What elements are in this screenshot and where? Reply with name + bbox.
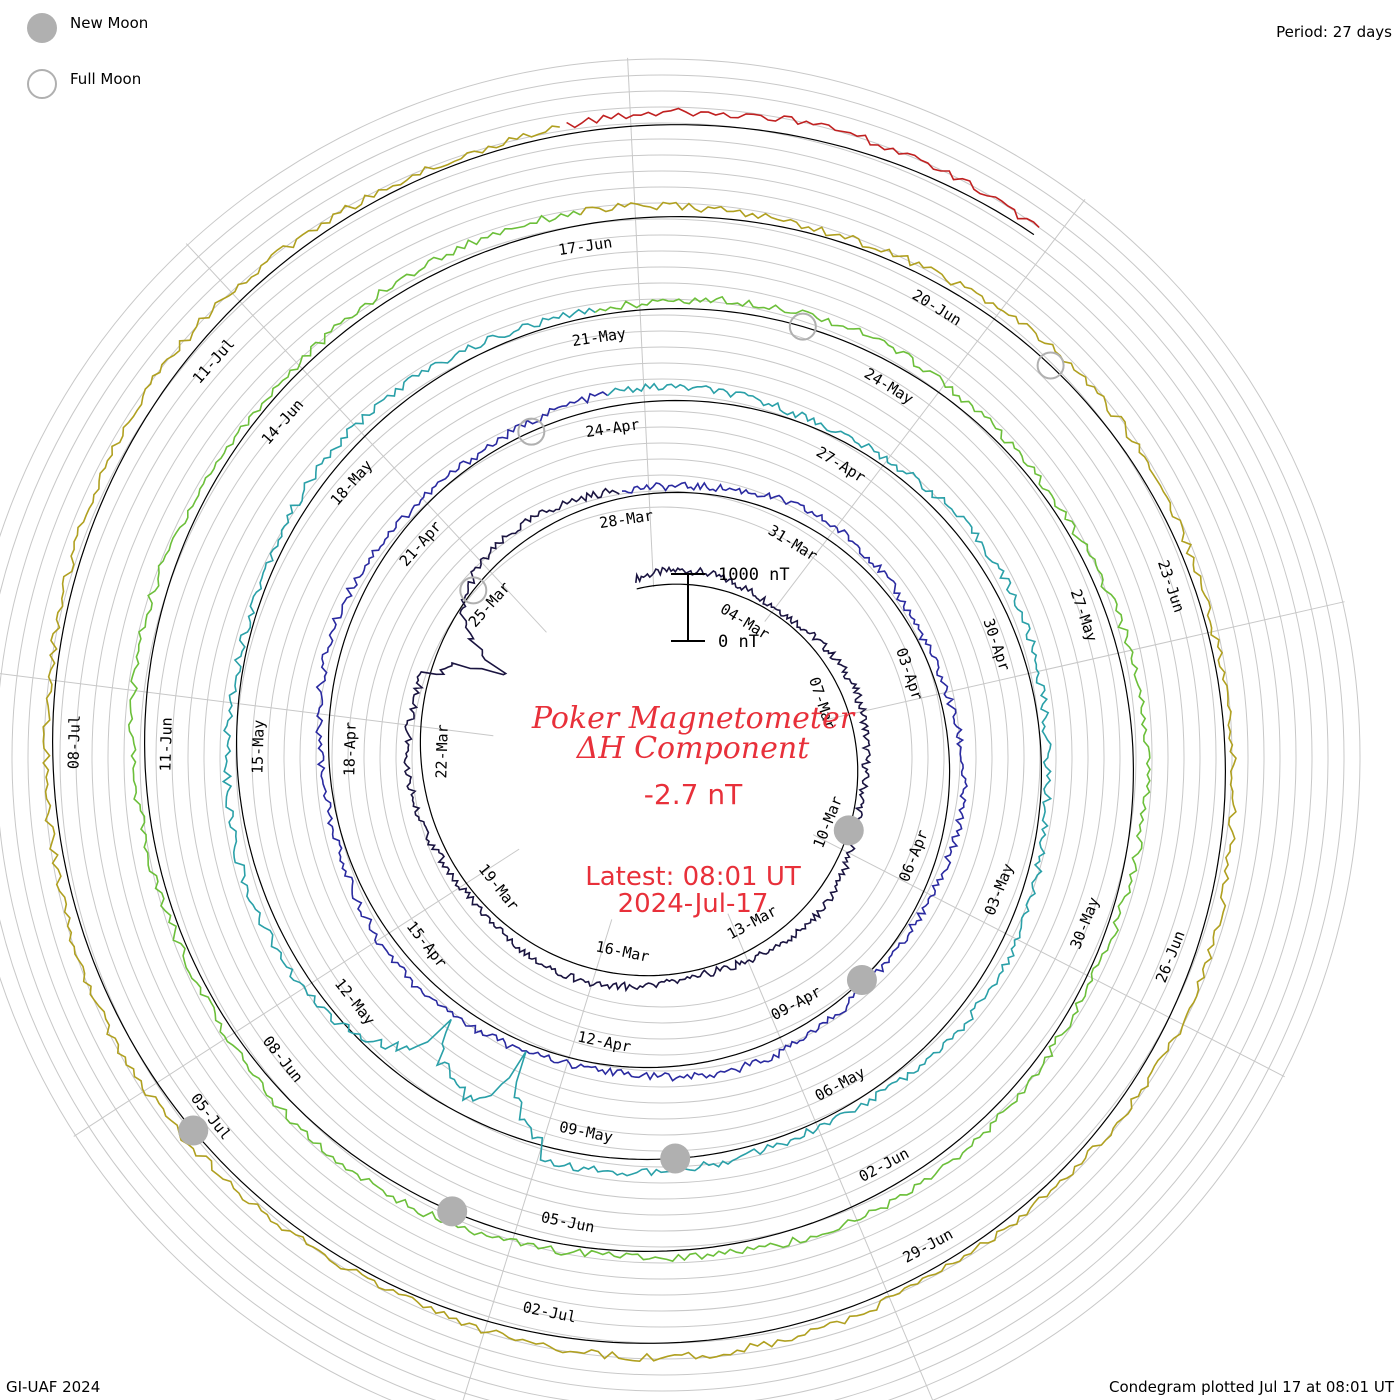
grid-ring: [379, 474, 945, 1040]
chart-title-line2: ΔH Component: [576, 731, 810, 766]
trace-rotation-5: [42, 125, 1237, 1363]
grid-ring: [91, 186, 1233, 1328]
date-label: 11-Jun: [156, 717, 175, 772]
date-label: 28-Mar: [598, 506, 654, 532]
grid-rings: [0, 58, 1361, 1400]
date-label: 08-Jun: [259, 1032, 307, 1086]
trace-rotation-6: [566, 107, 1040, 228]
grid-ring: [155, 250, 1169, 1264]
data-traces: [42, 107, 1237, 1363]
date-label: 15-May: [248, 719, 267, 774]
grid-spoke: [812, 834, 1285, 1078]
date-label: 02-Jul: [521, 1298, 578, 1326]
date-label: 12-Apr: [576, 1028, 633, 1056]
moon-markers: [178, 312, 1065, 1227]
new-moon-label: New Moon: [70, 14, 149, 32]
date-label: 14-Jun: [258, 396, 307, 449]
new-moon-icon: [27, 13, 57, 43]
latest-time: Latest: 08:01 UT: [585, 862, 801, 892]
date-label: 22-Mar: [432, 724, 451, 779]
grid-ring: [11, 106, 1313, 1400]
grid-ring: [411, 506, 913, 1008]
grid-ring: [267, 362, 1057, 1152]
new-moon-marker: [846, 964, 877, 995]
grid-ring: [315, 410, 1009, 1104]
full-moon-label: Full Moon: [70, 70, 142, 88]
grid-ring: [0, 58, 1361, 1400]
footer-right: Condegram plotted Jul 17 at 08:01 UT: [1108, 1378, 1394, 1396]
full-moon-marker: [1036, 351, 1065, 380]
grid-ring: [123, 218, 1201, 1296]
grid-ring: [395, 490, 929, 1024]
trace-rotation-1: [403, 487, 872, 993]
latest-value: -2.7 nT: [644, 778, 743, 811]
grid-spoke: [185, 243, 547, 633]
grid-ring: [251, 346, 1073, 1168]
date-label: 03-May: [981, 861, 1018, 918]
grid-ring: [283, 378, 1041, 1136]
full-moon-marker: [788, 312, 817, 341]
chart-title-line1: Poker Magnetometer: [531, 701, 856, 736]
scale-bar: [671, 573, 705, 642]
grid-spoke: [727, 913, 934, 1400]
date-label: 12-May: [331, 975, 379, 1029]
grid-spoke: [462, 919, 613, 1400]
trace-rotation-4: [127, 210, 1151, 1263]
date-label: 05-Jun: [539, 1208, 596, 1236]
date-label: 25-Mar: [465, 578, 514, 631]
date-label: 21-Apr: [396, 517, 445, 570]
trace-rotation-3: [221, 307, 1053, 1177]
scale-top-label: 1000 nT: [718, 565, 790, 585]
trace-rotation-2: [315, 391, 968, 1082]
date-label: 23-Jun: [1154, 558, 1188, 615]
scale-bottom-label: 0 nT: [718, 632, 759, 652]
date-label: 24-Apr: [584, 415, 640, 441]
date-labels: 04-Mar07-Mar10-Mar13-Mar16-Mar19-Mar22-M…: [64, 233, 1188, 1326]
new-moon-marker: [660, 1143, 691, 1174]
latest-date: 2024-Jul-17: [618, 889, 769, 919]
grid-spoke: [73, 848, 520, 1137]
period-label: Period: 27 days: [1276, 23, 1392, 41]
full-moon-marker: [459, 576, 488, 605]
grid-ring: [347, 442, 977, 1072]
grid-ring: [331, 426, 993, 1088]
new-moon-marker: [833, 815, 864, 846]
date-label: 27-May: [1067, 587, 1101, 644]
baseline-spiral: [51, 124, 1227, 1344]
new-moon-marker: [437, 1196, 468, 1227]
grid-ring: [27, 122, 1297, 1392]
new-moon-marker: [178, 1115, 209, 1146]
date-label: 09-May: [558, 1118, 615, 1146]
full-moon-icon: [27, 69, 57, 99]
grid-ring: [59, 154, 1265, 1360]
date-label: 17-Jun: [557, 233, 613, 259]
grid-ring: [171, 266, 1153, 1248]
grid-spoke: [764, 198, 1086, 622]
date-label: 18-May: [327, 457, 376, 510]
grid-ring: [0, 90, 1329, 1400]
grid-ring: [235, 330, 1089, 1184]
date-label: 26-Jun: [1152, 928, 1189, 985]
grid-ring: [43, 138, 1281, 1376]
footer-left: GI-UAF 2024: [6, 1378, 101, 1396]
date-label: 21-May: [571, 324, 627, 350]
date-label: 19-Mar: [475, 860, 523, 914]
grid-ring: [139, 234, 1185, 1280]
grid-spokes: [0, 57, 1345, 1400]
grid-ring: [0, 74, 1345, 1400]
date-label: 31-Mar: [765, 521, 821, 565]
grid-spoke: [827, 601, 1345, 720]
date-label: 30-Apr: [979, 616, 1013, 673]
date-label: 16-Mar: [594, 937, 651, 965]
date-label: 20-Jun: [909, 286, 965, 330]
grid-ring: [299, 394, 1025, 1120]
full-moon-marker: [517, 417, 546, 446]
grid-ring: [187, 282, 1137, 1232]
grid-spoke: [627, 57, 655, 588]
grid-ring: [219, 314, 1105, 1200]
date-label: 18-Apr: [340, 722, 359, 777]
date-label: 08-Jul: [64, 715, 83, 770]
spiral-baseline: [51, 124, 1227, 1344]
